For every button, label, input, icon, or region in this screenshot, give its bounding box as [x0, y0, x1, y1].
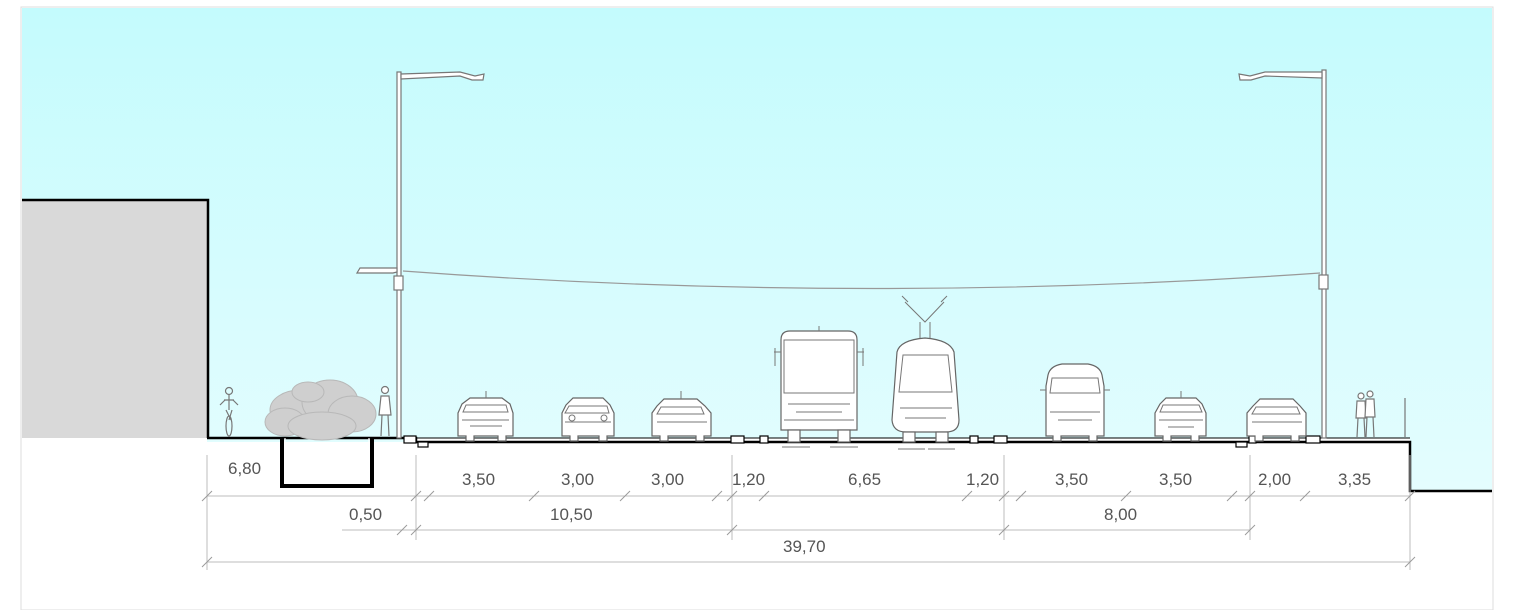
street-lamp-left — [355, 71, 485, 439]
dim-label-total: 39,70 — [783, 537, 826, 556]
dim-label: 3,35 — [1338, 470, 1371, 489]
car-1 — [457, 391, 514, 442]
car-2 — [561, 397, 615, 442]
dim-label: 8,00 — [1104, 505, 1137, 524]
dimension-labels-row2: 0,50 10,50 8,00 — [349, 505, 1137, 524]
tram — [891, 295, 960, 450]
dim-label: 10,50 — [550, 505, 593, 524]
building-outline — [22, 198, 210, 438]
cyclist-figure — [219, 386, 239, 437]
dimension-lines — [201, 455, 1416, 570]
dim-label: 0,50 — [349, 505, 382, 524]
dim-label: 6,65 — [848, 470, 881, 489]
dim-label: 1,20 — [966, 470, 999, 489]
pedestrians-right — [1355, 390, 1406, 438]
van — [1040, 363, 1110, 442]
sky-background — [22, 8, 1492, 491]
curbs — [403, 435, 1321, 448]
planter-channel — [280, 438, 374, 488]
building-block — [22, 200, 208, 438]
car-3 — [651, 391, 712, 442]
dim-label: 3,00 — [651, 470, 684, 489]
dim-label: 3,00 — [561, 470, 594, 489]
car-5 — [1246, 398, 1307, 442]
bus — [774, 326, 864, 448]
planter-channel-inner — [284, 438, 370, 484]
dim-label: 3,50 — [1055, 470, 1088, 489]
pedestrian-left — [378, 385, 392, 437]
shrub — [264, 379, 377, 441]
dimension-labels-row3: 39,70 — [783, 537, 826, 556]
dim-label: 3,50 — [1159, 470, 1192, 489]
dim-label: 3,50 — [462, 470, 495, 489]
dim-label: 6,80 — [228, 459, 261, 478]
dim-label: 1,20 — [732, 470, 765, 489]
dimension-labels-row1: 6,80 3,50 3,00 3,00 1,20 6,65 1,20 3,50 … — [228, 459, 1371, 489]
car-4 — [1154, 391, 1207, 442]
catenary-wire — [402, 270, 1321, 290]
street-lamp-right — [1238, 69, 1329, 439]
dim-label: 2,00 — [1258, 470, 1291, 489]
